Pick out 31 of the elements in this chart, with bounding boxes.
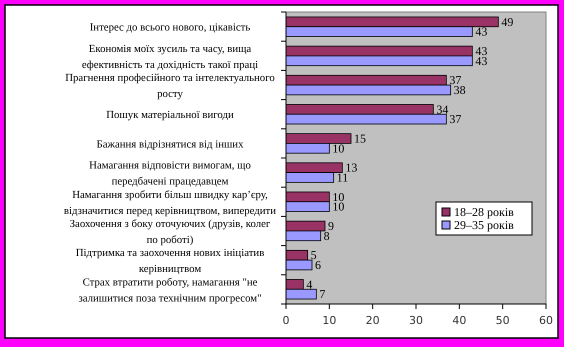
data-label: 49 <box>501 14 514 29</box>
y-tick-label: Інтерес до всього нового, цікавість <box>90 22 250 34</box>
x-tick-label: 30 <box>409 314 423 328</box>
data-label: 8 <box>324 228 330 243</box>
x-tick-label: 0 <box>282 314 290 328</box>
y-tick-label: Страх втратити роботу, намагання "не залишитися поза технічним прогресом" <box>78 276 262 304</box>
x-tick-label: 40 <box>452 314 466 328</box>
y-tick-label: Підтримка та заохочення нових ініціатив керівництвом <box>76 247 264 276</box>
data-label: 37 <box>449 112 462 126</box>
x-tick-label: 20 <box>366 314 380 328</box>
x-tick-label: 60 <box>539 314 553 328</box>
data-label: 7 <box>319 287 326 302</box>
y-tick-label: Прагнення професійного та інтелектуального росту <box>65 72 275 100</box>
data-label: 15 <box>354 132 366 146</box>
data-label: 34 <box>436 102 448 116</box>
data-label: 10 <box>332 141 344 156</box>
data-label: 9 <box>328 219 334 234</box>
legend-label: 18–28 років <box>454 205 514 219</box>
data-label: 6 <box>315 258 321 272</box>
data-label: 4 <box>306 277 312 292</box>
x-tick-label: 50 <box>496 314 510 328</box>
y-tick-label: Намагання зробити більш швидку кар’єру, відзначитися перед керівництвом, випередити <box>64 188 276 217</box>
y-tick-label: Економія моїх зусиль та часу, вища ефективність та дохідність такої праці <box>82 42 258 71</box>
y-tick-label: Пошук матеріальної вигоди <box>106 109 234 122</box>
y-tick-label: Заохочення з боку оточуючих (друзів, колег по роботі) <box>70 218 271 246</box>
x-tick-label: 10 <box>322 314 336 328</box>
y-tick-label: Намагання відповісти вимогам, що передбачені працедавцем <box>89 160 251 188</box>
y-tick-label: Бажання відрізнятися від інших <box>96 138 244 150</box>
data-label: 5 <box>310 248 317 262</box>
data-label: 43 <box>475 24 488 39</box>
legend-label: 29–35 років <box>454 218 514 232</box>
